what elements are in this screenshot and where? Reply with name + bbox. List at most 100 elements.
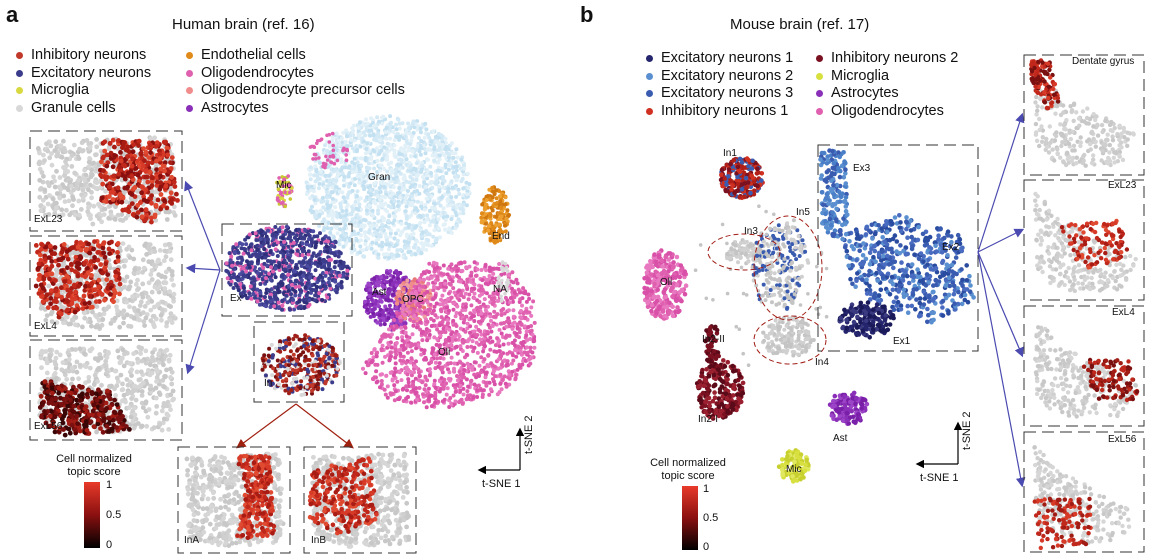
colorbar-title-b: Cell normalized topic score	[650, 457, 726, 482]
cluster-ex3	[818, 148, 850, 239]
arrow-to-ina	[236, 403, 297, 449]
axis-label-y: t-SNE 2	[523, 415, 535, 454]
legend-dot	[16, 69, 23, 77]
colorbar-tick: 0.5	[703, 512, 719, 524]
inset-exl56-b-hot	[1032, 496, 1093, 551]
legend-item: Oligodendrocytes	[816, 103, 958, 121]
colorbar-tick: 0	[703, 541, 710, 553]
scatter-gray-b	[693, 204, 829, 368]
cluster-label-in2-ii: In2-II	[702, 334, 725, 345]
ex-selection-box-b	[817, 144, 979, 352]
legend-dot	[186, 69, 193, 77]
cluster-mic	[275, 174, 294, 209]
inset-ina-hot	[235, 453, 277, 540]
cluster-label-na: NA	[493, 284, 507, 295]
legend-dot	[816, 55, 823, 63]
legend-dot	[646, 90, 653, 98]
legend-item: Inhibitory neurons 1	[646, 103, 793, 121]
inset-inb-hot	[307, 456, 379, 536]
arrow-to-exl56-b	[977, 251, 1026, 488]
inset-exl4-b-hot	[1081, 357, 1140, 403]
cluster-in2-ii	[703, 324, 721, 367]
axis-label-y-b: t-SNE 2	[961, 411, 973, 450]
inset-inb-frame	[303, 446, 417, 554]
inset-exl23-hot	[98, 137, 180, 225]
in4-outline	[753, 315, 827, 365]
colorbar-b	[682, 486, 698, 550]
legend-dot	[16, 87, 23, 95]
inset-label-ina: InA	[184, 535, 200, 546]
colorbar-tick: 0.5	[106, 509, 122, 521]
inset-label-exl4-b: ExL4	[1112, 307, 1135, 318]
cluster-gran-pink	[308, 131, 350, 170]
colorbar-tick: 0	[106, 539, 113, 551]
inset-ina-frame	[177, 446, 291, 554]
legend-item: Oligodendrocytes	[186, 65, 405, 83]
panel-b-letter: b	[580, 2, 594, 27]
legend-dot	[816, 90, 823, 98]
cluster-label-oli-b: Oli	[660, 277, 673, 288]
cluster-end	[479, 185, 511, 245]
cluster-label-ast-b: Ast	[833, 433, 848, 444]
inset-exl23-b-frame	[1023, 179, 1145, 301]
arrow-to-exl23-b	[977, 228, 1025, 253]
legend-dot	[646, 107, 653, 115]
cluster-label-gran: Gran	[368, 172, 391, 183]
legend-item: Excitatory neurons	[16, 65, 151, 83]
inset-exl4-b-frame	[1023, 305, 1145, 427]
cluster-label-in: In	[264, 378, 273, 389]
cluster-in4	[761, 316, 816, 358]
cluster-oli-b	[642, 248, 689, 321]
inset-label-exl23: ExL23	[34, 214, 63, 225]
arrow-to-exl4	[185, 263, 221, 274]
inset-label-exl23-b: ExL23	[1108, 180, 1137, 191]
panel-b-title: Mouse brain (ref. 17)	[730, 16, 870, 33]
cluster-label-in4: In4	[815, 357, 829, 368]
cluster-in	[260, 333, 342, 397]
legend-dot	[16, 52, 23, 60]
cluster-label-in2-i: In2-I	[698, 414, 719, 425]
cluster-label-ex2: Ex2	[942, 242, 960, 253]
legend-item: Astrocytes	[816, 85, 958, 103]
panel-b-graphics	[642, 54, 1145, 553]
inset-dg-b-hot	[1029, 58, 1061, 111]
arrow-to-inb	[295, 403, 354, 449]
cluster-na	[495, 260, 511, 303]
legend-dot	[16, 104, 23, 112]
cluster-in2-i	[694, 358, 746, 421]
arrow-to-exl4-b	[977, 251, 1024, 358]
panel-a-letter: a	[6, 2, 19, 27]
legend-item: Microglia	[816, 68, 958, 86]
inset-exl23-b-hot	[1059, 218, 1130, 270]
legend-item: Inhibitory neurons 2	[816, 50, 958, 68]
panel-a-graphics	[29, 114, 537, 554]
legend-item: Excitatory neurons 1	[646, 50, 793, 68]
in-selection-box	[253, 321, 345, 403]
cluster-ex	[224, 224, 351, 312]
inset-exl56-b-frame	[1023, 431, 1145, 553]
cluster-label-ex1: Ex1	[893, 336, 911, 347]
inset-exl23-frame	[29, 130, 183, 232]
cluster-label-ex: Ex	[230, 293, 242, 304]
cluster-label-end: End	[492, 231, 510, 242]
legend-dot	[186, 52, 193, 60]
colorbar-tick: 1	[703, 483, 710, 495]
in3-outline	[707, 233, 781, 271]
legend-item: Endothelial cells	[186, 47, 405, 65]
in5-outline	[753, 215, 823, 321]
cluster-oli	[361, 260, 537, 410]
legend-item: Astrocytes	[186, 100, 405, 118]
legend-dot	[186, 104, 193, 112]
arrow-to-exl56	[185, 269, 221, 375]
legend-dot	[816, 107, 823, 115]
legend-dot	[646, 55, 653, 63]
cluster-gran	[304, 114, 472, 262]
colorbar-tick: 1	[106, 479, 113, 491]
ex-selection-box	[221, 223, 353, 317]
arrow-to-exl23	[184, 180, 221, 271]
cluster-label-oli: Oli	[438, 347, 451, 358]
legend-item: Granule cells	[16, 100, 151, 118]
cluster-label-in5: In5	[796, 207, 810, 218]
